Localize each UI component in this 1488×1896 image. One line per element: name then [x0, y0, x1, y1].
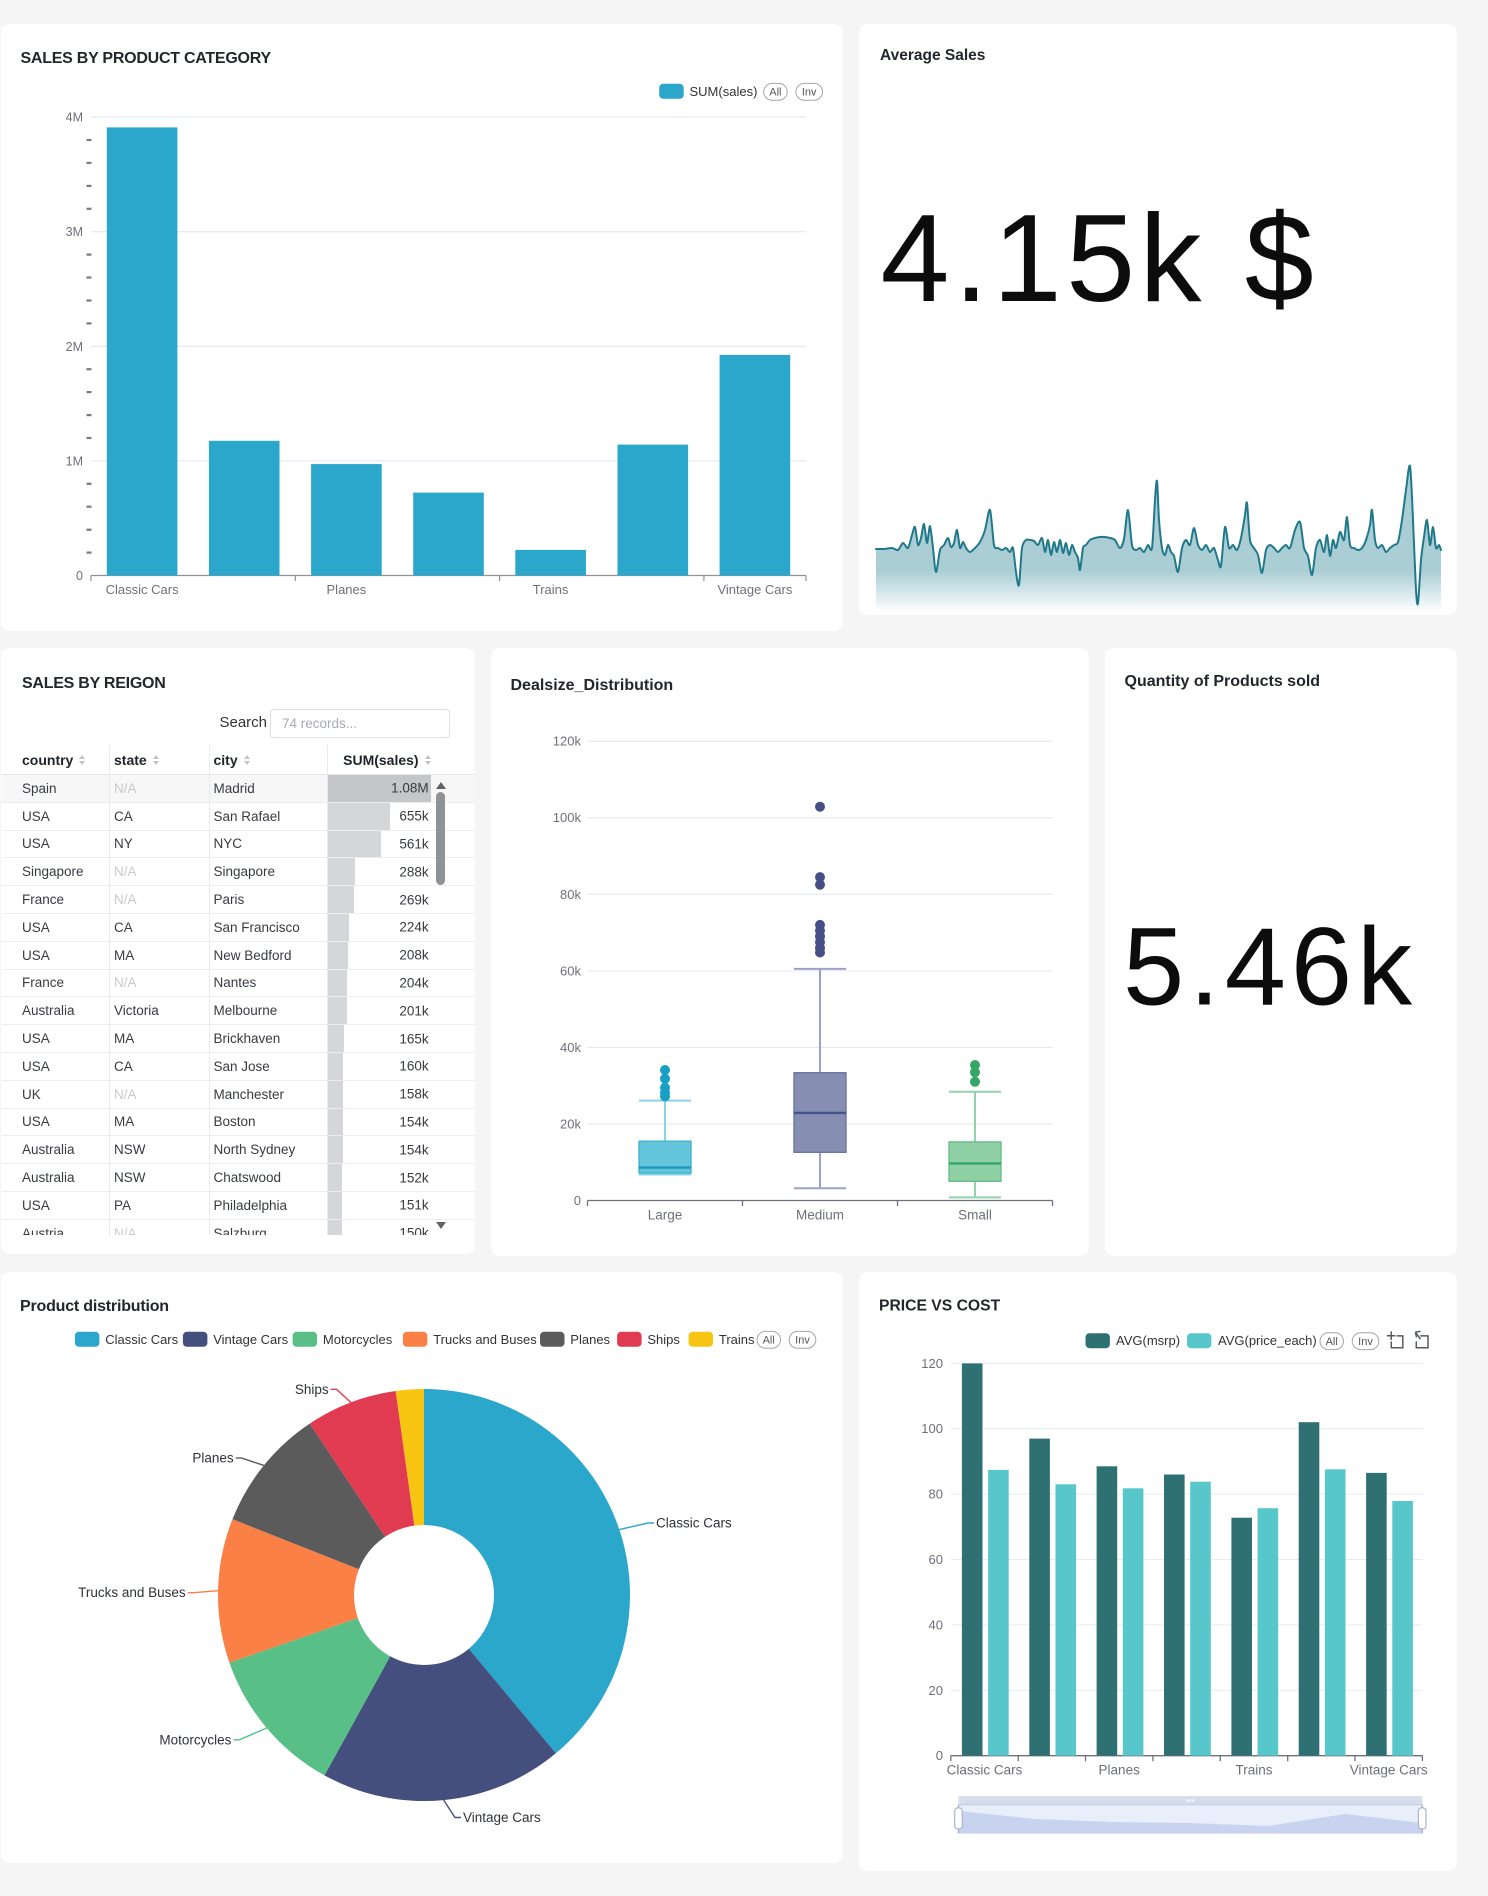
svg-text:5.46k: 5.46k	[1123, 906, 1417, 1029]
svg-text:40: 40	[929, 1617, 943, 1632]
svg-text:Product distribution: Product distribution	[20, 1298, 169, 1315]
svg-text:Classic Cars: Classic Cars	[106, 582, 179, 597]
svg-text:Trains: Trains	[1235, 1763, 1272, 1778]
svg-text:SALES BY PRODUCT CATEGORY: SALES BY PRODUCT CATEGORY	[21, 50, 272, 67]
svg-text:SUM(sales): SUM(sales)	[690, 84, 758, 99]
svg-text:Vintage Cars: Vintage Cars	[1350, 1763, 1428, 1778]
svg-text:Trains: Trains	[533, 582, 569, 597]
svg-text:Large: Large	[648, 1208, 683, 1223]
svg-text:0: 0	[76, 569, 83, 583]
svg-text:120: 120	[921, 1356, 943, 1371]
svg-text:Ships: Ships	[647, 1332, 680, 1347]
svg-text:Planes: Planes	[1099, 1763, 1141, 1778]
svg-text:Trucks and Buses: Trucks and Buses	[433, 1332, 537, 1347]
svg-text:0: 0	[574, 1193, 581, 1208]
svg-text:80: 80	[929, 1487, 943, 1502]
svg-text:All: All	[1326, 1336, 1338, 1348]
svg-text:40k: 40k	[560, 1040, 581, 1055]
svg-text:Average Sales: Average Sales	[880, 47, 985, 64]
svg-text:AVG(price_each): AVG(price_each)	[1218, 1333, 1317, 1348]
svg-text:Motorcycles: Motorcycles	[159, 1732, 231, 1747]
svg-text:Trucks and Buses: Trucks and Buses	[78, 1585, 186, 1600]
svg-text:Planes: Planes	[570, 1332, 610, 1347]
svg-text:Planes: Planes	[327, 582, 367, 597]
svg-text:Classic Cars: Classic Cars	[105, 1332, 178, 1347]
svg-text:Inv: Inv	[795, 1335, 810, 1347]
svg-text:Dealsize_Distribution: Dealsize_Distribution	[511, 677, 674, 694]
svg-text:0: 0	[936, 1748, 943, 1763]
svg-text:60: 60	[929, 1552, 943, 1567]
svg-text:60k: 60k	[560, 963, 581, 978]
svg-text:Quantity of Products sold: Quantity of Products sold	[1125, 673, 1321, 690]
svg-text:AVG(msrp): AVG(msrp)	[1116, 1333, 1180, 1348]
svg-text:Planes: Planes	[192, 1451, 234, 1466]
svg-text:4.15k $: 4.15k $	[881, 190, 1319, 328]
svg-text:100k: 100k	[553, 810, 582, 825]
svg-text:Vintage Cars: Vintage Cars	[213, 1332, 288, 1347]
svg-text:Classic Cars: Classic Cars	[656, 1516, 732, 1531]
svg-text:Medium: Medium	[796, 1208, 844, 1223]
svg-text:Motorcycles: Motorcycles	[323, 1332, 393, 1347]
svg-text:Ships: Ships	[295, 1382, 329, 1397]
svg-text:All: All	[763, 1335, 775, 1347]
svg-text:20: 20	[929, 1683, 943, 1698]
svg-text:Classic Cars: Classic Cars	[947, 1763, 1023, 1778]
svg-text:Inv: Inv	[802, 87, 817, 99]
svg-text:PRICE VS COST: PRICE VS COST	[879, 1298, 1001, 1315]
svg-text:2M: 2M	[66, 340, 83, 354]
svg-text:1M: 1M	[66, 454, 83, 468]
svg-text:Vintage Cars: Vintage Cars	[717, 582, 792, 597]
svg-text:120k: 120k	[553, 734, 582, 749]
svg-text:Inv: Inv	[1358, 1336, 1373, 1348]
svg-text:Small: Small	[958, 1208, 992, 1223]
svg-text:All: All	[769, 87, 781, 99]
svg-text:Vintage Cars: Vintage Cars	[463, 1810, 541, 1825]
svg-text:20k: 20k	[560, 1116, 581, 1131]
svg-text:4M: 4M	[66, 111, 83, 125]
svg-text:80k: 80k	[560, 887, 581, 902]
svg-text:Trains: Trains	[719, 1332, 755, 1347]
svg-text:3M: 3M	[66, 225, 83, 239]
svg-text:100: 100	[921, 1421, 943, 1436]
